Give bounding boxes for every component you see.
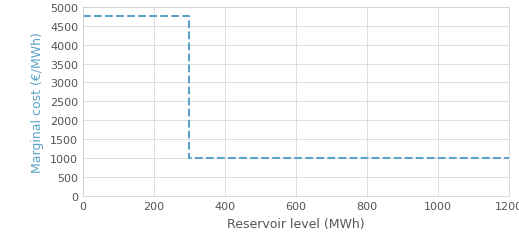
X-axis label: Reservoir level (MWh): Reservoir level (MWh) bbox=[227, 217, 365, 230]
Y-axis label: Marginal cost (€/MWh): Marginal cost (€/MWh) bbox=[32, 32, 45, 172]
